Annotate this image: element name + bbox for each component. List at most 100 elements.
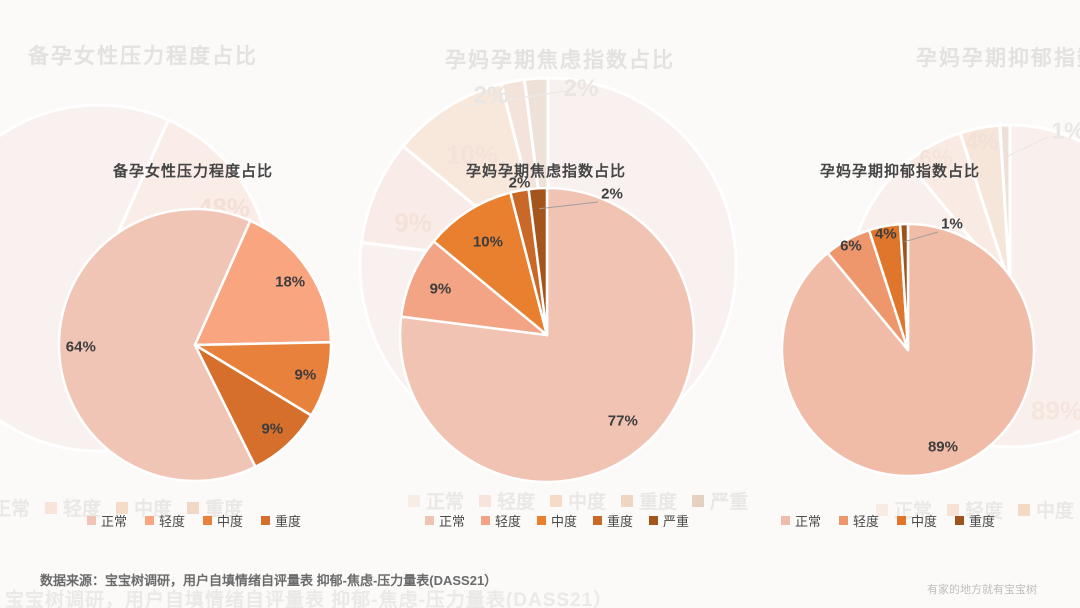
chart1-percent-label-4: 9% [261, 420, 284, 438]
ghost-percent-label-3: 2% [563, 75, 599, 102]
chart2-percent-label-4: 2% [508, 174, 531, 192]
ghost-legend-swatch [479, 494, 492, 507]
chart3-leader-line [904, 231, 939, 243]
chart1-legend-item-1[interactable]: 正常 [86, 511, 127, 530]
ghost-legend-item: 轻度 [947, 496, 1003, 523]
chart2-legend-item-4[interactable]: 重度 [593, 511, 633, 530]
chart1-percent-label-3: 9% [294, 366, 317, 384]
ghost-legend-swatch [408, 494, 420, 507]
ghost-legend-item: 正常 [0, 494, 30, 521]
chart3-slice-1[interactable] [780, 222, 1036, 478]
chart1-slice-2[interactable] [193, 219, 333, 347]
chart2-percent-label-1: 77% [607, 412, 638, 430]
legend-label: 中度 [911, 514, 938, 529]
ghost-legend-swatch [45, 501, 58, 514]
chart2-slice-2[interactable] [399, 240, 549, 337]
chart2-legend-item-5[interactable]: 严重 [649, 511, 689, 530]
legend-swatch-icon [955, 516, 965, 525]
ghost-legend-label: 正常 [426, 492, 465, 513]
chart1-percent-label-2: 18% [275, 273, 306, 291]
chart1-legend-item-4[interactable]: 重度 [261, 511, 301, 530]
ghost-legend-label: 轻度 [965, 501, 1004, 522]
brand-slogan: 有家的地方就有宝宝树 [927, 584, 1037, 596]
ghost-legend-swatch [692, 494, 705, 507]
chart3-percent-label-4: 1% [941, 215, 963, 233]
legend-label: 轻度 [852, 514, 879, 529]
chart3-legend-item-4[interactable]: 重度 [955, 511, 995, 530]
ghost-legend-label: 轻度 [63, 499, 102, 520]
legend-label: 正常 [100, 514, 127, 529]
data-source-note: 数据来源：宝宝树调研，用户自填情绪自评量表 抑郁-焦虑-压力量表(DASS21） [40, 573, 498, 588]
ghost-chart1-title: 备孕女性压力程度占比 [28, 45, 258, 68]
chart3-legend: 正常 轻度 中度 重度 [668, 511, 1080, 530]
chart2-slice-4[interactable] [509, 187, 549, 337]
ghost-legend-item: 严重 [692, 487, 748, 514]
legend-label: 中度 [217, 514, 244, 529]
legend-swatch-icon [649, 516, 659, 525]
legend-swatch-icon [86, 516, 96, 525]
chart1-legend-item-3[interactable]: 中度 [203, 511, 243, 530]
legend-label: 正常 [438, 514, 465, 529]
chart2-legend-item-2[interactable]: 轻度 [480, 511, 521, 530]
ghost-percent-label-4: 10% [445, 139, 499, 170]
chart2-leader-line [539, 201, 599, 210]
legend-swatch-icon [144, 516, 154, 525]
ghost-legend-item: 重度 [621, 487, 677, 514]
ghost-legend-label: 中度 [568, 492, 607, 513]
chart2-title: 孕妈孕期焦虑指数占比 [465, 163, 626, 180]
chart3-slice-4[interactable] [898, 222, 910, 352]
ghost-legend-label: 严重 [710, 492, 749, 513]
ghost-legend-swatch [116, 501, 129, 514]
chart3-legend-item-2[interactable]: 轻度 [838, 511, 879, 530]
chart2-percent-label-3: 10% [472, 233, 503, 251]
legend-label: 正常 [794, 514, 821, 529]
chart2-legend-item-3[interactable]: 中度 [536, 511, 577, 530]
chart3-percent-label-2: 6% [840, 237, 862, 255]
legend-label: 严重 [663, 514, 690, 529]
ghost-legend-label: 轻度 [497, 492, 536, 513]
chart2-slice-1[interactable] [398, 186, 696, 484]
chart1-percent-label-1: 64% [65, 338, 96, 356]
chart3-legend-item-1[interactable]: 正常 [780, 511, 821, 530]
chart2-percent-label-5: 2% [601, 185, 623, 203]
ghost-legend-item: 轻度 [479, 487, 535, 514]
ghost-legend-swatch [621, 494, 634, 507]
ghost-legend-swatch [187, 501, 200, 514]
legend-swatch-icon [203, 516, 212, 525]
ghost-legend-swatch [876, 503, 888, 516]
ghost-chart1-legend: 正常 轻度 中度 重度 [0, 494, 243, 521]
ghost-legend-label: 重度 [639, 492, 678, 513]
ghost-legend-item: 轻度 [45, 494, 101, 521]
chart3-legend-item-3[interactable]: 中度 [897, 511, 937, 530]
ghost-legend-item: 中度 [550, 487, 606, 514]
legend-label: 重度 [969, 514, 996, 529]
chart1-slice-4[interactable] [193, 343, 313, 469]
chart2-slice-3[interactable] [432, 191, 549, 337]
legend-label: 中度 [550, 514, 577, 529]
legend-label: 轻度 [494, 514, 521, 529]
ghost-chart3-title: 孕妈孕期抑郁指数占比 [916, 47, 1080, 70]
chart3-percent-label-3: 4% [874, 225, 897, 243]
legend-label: 重度 [607, 514, 634, 529]
legend-swatch-icon [261, 516, 271, 525]
ghost-legend-label: 中度 [134, 499, 173, 520]
chart2-legend-item-1[interactable]: 正常 [424, 511, 465, 530]
ghost-percent-label-6: 6% [919, 144, 953, 171]
ghost-percent-label-7: 4% [965, 128, 999, 155]
chart3-slice-3[interactable] [867, 222, 910, 352]
chart2-percent-label-2: 9% [429, 280, 452, 298]
legend-label: 重度 [275, 514, 302, 529]
ghost-percent-label-9: 89% [1030, 395, 1080, 426]
chart1-legend-item-2[interactable]: 轻度 [144, 511, 185, 530]
chart2-slice-5[interactable] [527, 186, 549, 337]
legend-swatch-icon [480, 516, 490, 525]
legend-swatch-icon [897, 516, 906, 525]
ghost-legend-swatch [947, 503, 960, 516]
ghost-percent-label-8: 1% [1051, 117, 1080, 144]
chart2-legend: 正常 轻度 中度 重度 严重 [337, 511, 777, 530]
ghost-chart2-title: 孕妈孕期焦虑指数占比 [445, 49, 675, 72]
ghost-percent-label-2: 2% [473, 82, 509, 109]
